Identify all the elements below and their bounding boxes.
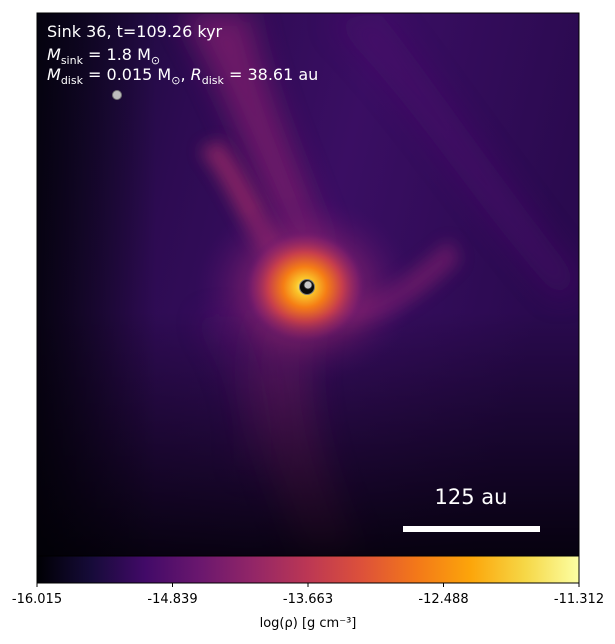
scalebar-label: 125 au bbox=[435, 485, 508, 509]
disk-annotation: Mdisk = 0.015 M⊙, Rdisk = 38.61 au bbox=[47, 65, 318, 87]
colorbar-tick-label: -16.015 bbox=[12, 592, 62, 607]
panel-title: Sink 36, t=109.26 kyr bbox=[47, 22, 223, 41]
sink-particle-secondary bbox=[112, 90, 122, 100]
colorbar-label: log(ρ) [g cm⁻³] bbox=[260, 616, 357, 631]
sink-mass-annotation: Msink = 1.8 M⊙ bbox=[47, 45, 160, 67]
colorbar-tick-label: -12.488 bbox=[418, 592, 468, 607]
colorbar-tick-label: -13.663 bbox=[283, 592, 333, 607]
colorbar-ticks: -16.015 -14.839 -13.663 -12.488 -11.312 bbox=[12, 583, 604, 607]
colorbar-tick-label: -11.312 bbox=[554, 592, 604, 607]
colorbar bbox=[37, 556, 579, 583]
scalebar bbox=[403, 526, 540, 532]
colorbar-tick-label: -14.839 bbox=[147, 592, 197, 607]
sink-particle-central bbox=[299, 279, 315, 295]
